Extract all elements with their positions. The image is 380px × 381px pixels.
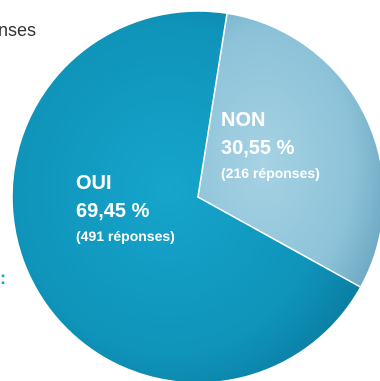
slice-non-percent-label: 30,55 % [221, 137, 295, 159]
pie-slice-non [197, 12, 380, 289]
slice-oui-percent-label: 69,45 % [76, 200, 150, 222]
slice-non-label-label: NON [221, 109, 265, 131]
pie-slice-oui [11, 10, 362, 381]
slice-oui-label-label: OUI [76, 172, 112, 194]
slice-non-count-label: (216 réponses) [221, 165, 320, 181]
edge-text-bottom-left: : [0, 268, 6, 288]
slice-oui-count-label: (491 réponses) [76, 228, 175, 244]
edge-text-top-left: nses [0, 20, 36, 40]
